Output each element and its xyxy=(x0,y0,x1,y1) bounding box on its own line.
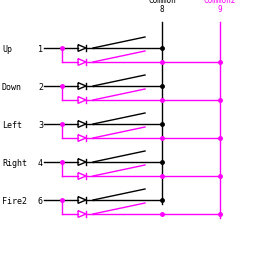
Text: Common2: Common2 xyxy=(204,0,236,5)
Text: 8: 8 xyxy=(160,5,164,14)
Text: 3: 3 xyxy=(38,121,43,129)
Text: Down: Down xyxy=(2,82,22,92)
Text: 1: 1 xyxy=(38,44,43,54)
Text: Fire2: Fire2 xyxy=(2,197,27,205)
Text: Common: Common xyxy=(148,0,176,5)
Text: Right: Right xyxy=(2,158,27,168)
Text: 4: 4 xyxy=(38,158,43,168)
Text: 2: 2 xyxy=(38,82,43,92)
Text: 6: 6 xyxy=(38,197,43,205)
Text: 9: 9 xyxy=(218,5,222,14)
Text: Left: Left xyxy=(2,121,22,129)
Text: Up: Up xyxy=(2,44,12,54)
